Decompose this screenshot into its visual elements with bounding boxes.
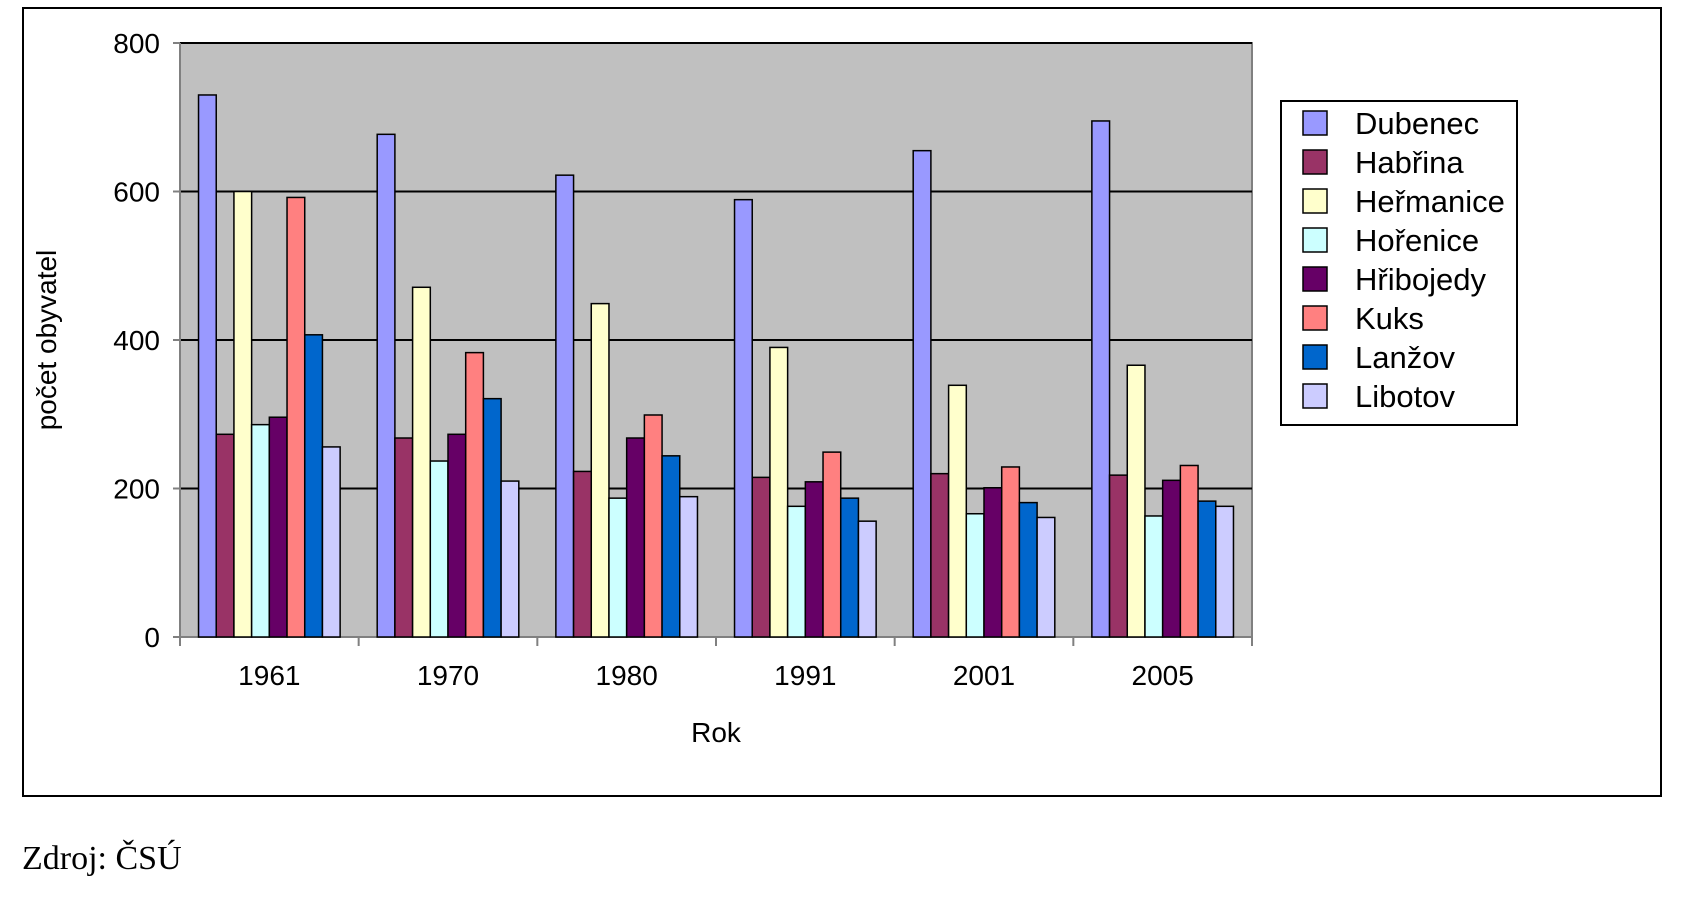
x-tick-label: 1980	[596, 660, 658, 691]
legend-label: Hořenice	[1355, 223, 1479, 258]
bar	[643, 414, 663, 638]
bar	[1018, 501, 1038, 638]
bar	[1215, 505, 1235, 638]
bar	[1126, 364, 1146, 638]
bar	[215, 433, 235, 638]
bar	[482, 397, 502, 638]
bar	[1197, 500, 1217, 638]
bar	[1000, 466, 1021, 638]
legend-label: Lanžov	[1355, 340, 1455, 375]
bar	[590, 302, 610, 638]
legend-swatch	[1302, 344, 1328, 370]
bar	[1144, 515, 1164, 638]
bar	[321, 446, 341, 638]
bar	[250, 423, 271, 638]
bar	[733, 198, 753, 638]
bar	[930, 472, 950, 638]
chart-frame: 0 200 400 600 800 1961 1970 1980 1991 2001 2005 Rok…	[22, 7, 1662, 797]
chart-svg: 0 200 400 600 800 1961 1970 1980 1991 2001 2005 Rok…	[31, 28, 1518, 748]
x-tick-label: 1961	[238, 660, 300, 691]
bar	[608, 497, 628, 638]
plot-area: 0 200 400 600 800 1961 1970 1980 1991 2001 2005 Rok…	[31, 28, 1253, 748]
bar	[447, 433, 467, 638]
bar	[286, 196, 306, 638]
legend-label: Kuks	[1355, 301, 1424, 336]
legend-swatch	[1302, 227, 1328, 253]
bar	[464, 351, 485, 638]
bar	[268, 416, 288, 638]
legend-swatch	[1302, 188, 1328, 214]
legend-label: Habřina	[1355, 145, 1464, 180]
y-tick-label: 600	[113, 177, 160, 208]
bar	[1161, 479, 1182, 638]
y-tick-label: 200	[113, 474, 160, 505]
bar	[233, 190, 253, 638]
bar	[751, 476, 771, 638]
legend-label: Dubenec	[1355, 106, 1479, 141]
legend-swatch	[1302, 305, 1328, 331]
bar	[983, 487, 1003, 638]
bar	[555, 174, 575, 638]
legend-swatch	[1302, 149, 1328, 175]
y-tick-label: 400	[113, 325, 160, 356]
legend-label: Libotov	[1355, 379, 1455, 414]
bar	[912, 149, 932, 638]
x-tick-label: 1991	[774, 660, 836, 691]
legend-label: Hřibojedy	[1355, 262, 1486, 297]
legend-swatch	[1302, 266, 1328, 292]
bar	[572, 470, 593, 638]
legend: Dubenec Habřina Heřmanice Hořenice Hřibojedy…	[1280, 100, 1518, 426]
bar	[429, 460, 449, 638]
bar	[786, 505, 807, 638]
bar	[394, 437, 414, 638]
source-note: Zdroj: ČSÚ	[22, 840, 182, 877]
bar	[1179, 464, 1199, 638]
x-tick-label: 1970	[417, 660, 479, 691]
bar	[1091, 120, 1111, 638]
bar	[1108, 474, 1129, 638]
bar	[947, 384, 968, 638]
bar	[1036, 516, 1056, 638]
bar	[661, 455, 681, 638]
bar	[769, 346, 789, 638]
legend-swatch	[1302, 383, 1328, 409]
bar	[857, 520, 877, 638]
y-axis-title: počet obyvatel	[31, 250, 62, 431]
bar	[303, 334, 324, 638]
bar	[839, 497, 860, 638]
bar	[376, 133, 396, 638]
y-tick-label: 0	[144, 622, 160, 653]
bar	[965, 512, 985, 638]
bar	[822, 451, 842, 638]
bar	[411, 286, 432, 638]
legend-label: Heřmanice	[1355, 184, 1505, 219]
bar	[197, 94, 217, 638]
x-tick-label: 2001	[953, 660, 1015, 691]
legend-box	[1280, 100, 1518, 426]
bar	[500, 480, 520, 638]
x-axis-title: Rok	[691, 717, 742, 748]
bar	[625, 437, 646, 638]
legend-swatch	[1302, 110, 1328, 136]
y-tick-label: 800	[113, 28, 160, 59]
bar	[804, 481, 824, 638]
bar	[679, 495, 699, 638]
x-tick-label: 2005	[1132, 660, 1194, 691]
